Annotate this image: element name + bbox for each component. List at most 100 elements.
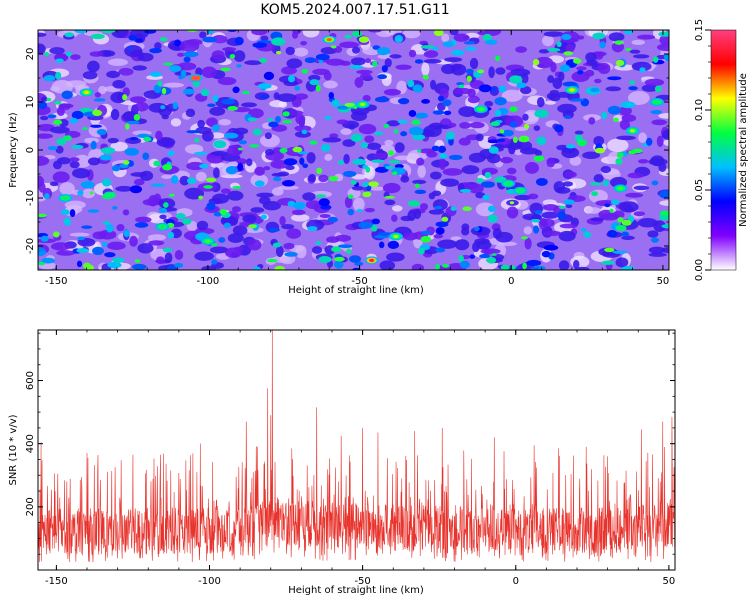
- heatmap-blob: [522, 262, 527, 270]
- heatmap-blob: [90, 140, 97, 150]
- heatmap-blob: [487, 205, 496, 213]
- heatmap-blob: [432, 110, 445, 115]
- heatmap-hotspot: [629, 129, 636, 133]
- heatmap-gap-cell: [501, 89, 523, 102]
- heatmap-blob: [162, 62, 174, 66]
- heatmap-cell: [277, 171, 290, 177]
- heatmap-blob: [415, 112, 429, 119]
- heatmap-blob: [421, 99, 431, 104]
- heatmap-cell: [520, 86, 532, 95]
- heatmap-cell: [52, 171, 70, 183]
- heatmap-blob: [563, 199, 575, 205]
- heatmap-blob: [168, 193, 175, 197]
- heatmap-blob: [223, 222, 231, 229]
- heatmap-cell: [300, 40, 307, 46]
- heatmap-blob: [112, 257, 125, 263]
- heatmap-blob: [211, 259, 218, 265]
- heatmap-cell: [122, 209, 130, 216]
- heatmap-blob: [160, 105, 166, 110]
- y-tick-label: 10: [25, 96, 36, 109]
- heatmap-blob: [182, 218, 192, 225]
- heatmap-cell: [557, 103, 577, 114]
- heatmap-blob: [149, 71, 162, 77]
- heatmap-blob: [166, 265, 176, 270]
- heatmap-blob: [158, 207, 168, 214]
- heatmap-cell: [547, 75, 555, 83]
- heatmap-cell: [437, 239, 457, 249]
- heatmap-cell: [164, 252, 173, 263]
- heatmap-cell: [616, 135, 636, 141]
- heatmap-cell: [565, 44, 575, 53]
- heatmap-blob: [153, 84, 162, 94]
- heatmap-cell: [351, 185, 364, 191]
- heatmap-blob: [342, 170, 357, 177]
- heatmap-blob: [129, 137, 138, 141]
- y-tick-label: 200: [25, 497, 36, 516]
- heatmap-blob: [554, 124, 564, 133]
- heatmap-blob: [518, 135, 530, 143]
- heatmap-blob: [90, 124, 102, 128]
- heatmap-blob: [266, 258, 278, 263]
- heatmap-blob: [272, 242, 282, 248]
- heatmap-cell: [453, 33, 470, 42]
- heatmap-blob: [212, 124, 220, 132]
- heatmap-cell: [40, 115, 49, 121]
- heatmap-cell: [571, 71, 590, 82]
- heatmap-blob: [604, 247, 615, 253]
- heatmap-blob: [580, 227, 587, 232]
- heatmap-cell: [174, 250, 184, 260]
- heatmap-cell: [342, 139, 356, 147]
- heatmap-cell: [574, 266, 590, 270]
- heatmap-cell: [248, 108, 264, 119]
- heatmap-blob: [486, 256, 497, 264]
- heatmap-blob: [599, 41, 606, 49]
- heatmap-blob: [142, 152, 150, 160]
- heatmap-blob: [203, 185, 213, 189]
- heatmap-cell: [56, 250, 75, 256]
- heatmap-cell: [364, 207, 375, 213]
- heatmap-cell: [658, 162, 667, 173]
- heatmap-blob: [162, 163, 173, 171]
- heatmap-cell: [597, 62, 611, 74]
- heatmap-cell: [89, 51, 104, 57]
- heatmap-cell: [206, 117, 218, 127]
- heatmap-cell: [458, 106, 477, 117]
- heatmap-cell: [295, 114, 306, 125]
- heatmap-gap-cell: [82, 188, 96, 199]
- heatmap-gap-cell: [570, 255, 590, 268]
- heatmap-blob: [370, 159, 385, 163]
- heatmap-blob: [412, 134, 426, 141]
- heatmap-blob: [616, 152, 624, 158]
- snr-x-axis-label: Height of straight line (km): [288, 585, 424, 596]
- heatmap-gap-cell: [218, 119, 232, 126]
- heatmap-cell: [506, 167, 517, 175]
- heatmap-blob: [443, 110, 452, 116]
- heatmap-blob: [162, 247, 173, 253]
- heatmap-cell: [339, 41, 359, 49]
- heatmap-blob: [371, 218, 381, 225]
- heatmap-blob: [167, 231, 175, 239]
- heatmap-cell: [454, 239, 470, 251]
- heatmap-blob: [435, 227, 445, 235]
- heatmap-blob: [347, 194, 354, 199]
- heatmap-blob: [458, 84, 465, 89]
- heatmap-cell: [185, 108, 196, 118]
- heatmap-blob: [47, 114, 57, 119]
- heatmap-cell: [94, 92, 101, 98]
- heatmap-y-ticks: -20 -10 0 10 20: [25, 29, 669, 271]
- heatmap-cell: [408, 49, 417, 58]
- heatmap-cell: [148, 240, 165, 246]
- heatmap-cell: [384, 199, 396, 206]
- heatmap-gap-cell: [569, 155, 582, 166]
- heatmap-cell: [129, 235, 138, 247]
- heatmap-gap-cell: [295, 245, 307, 259]
- heatmap-blob: [344, 102, 355, 107]
- heatmap-cell: [562, 181, 574, 187]
- heatmap-blob: [372, 60, 378, 67]
- heatmap-blob: [102, 221, 111, 225]
- heatmap-cell: [115, 185, 133, 192]
- heatmap-blob: [466, 75, 472, 82]
- heatmap-cell: [534, 149, 543, 157]
- heatmap-cell: [124, 45, 143, 58]
